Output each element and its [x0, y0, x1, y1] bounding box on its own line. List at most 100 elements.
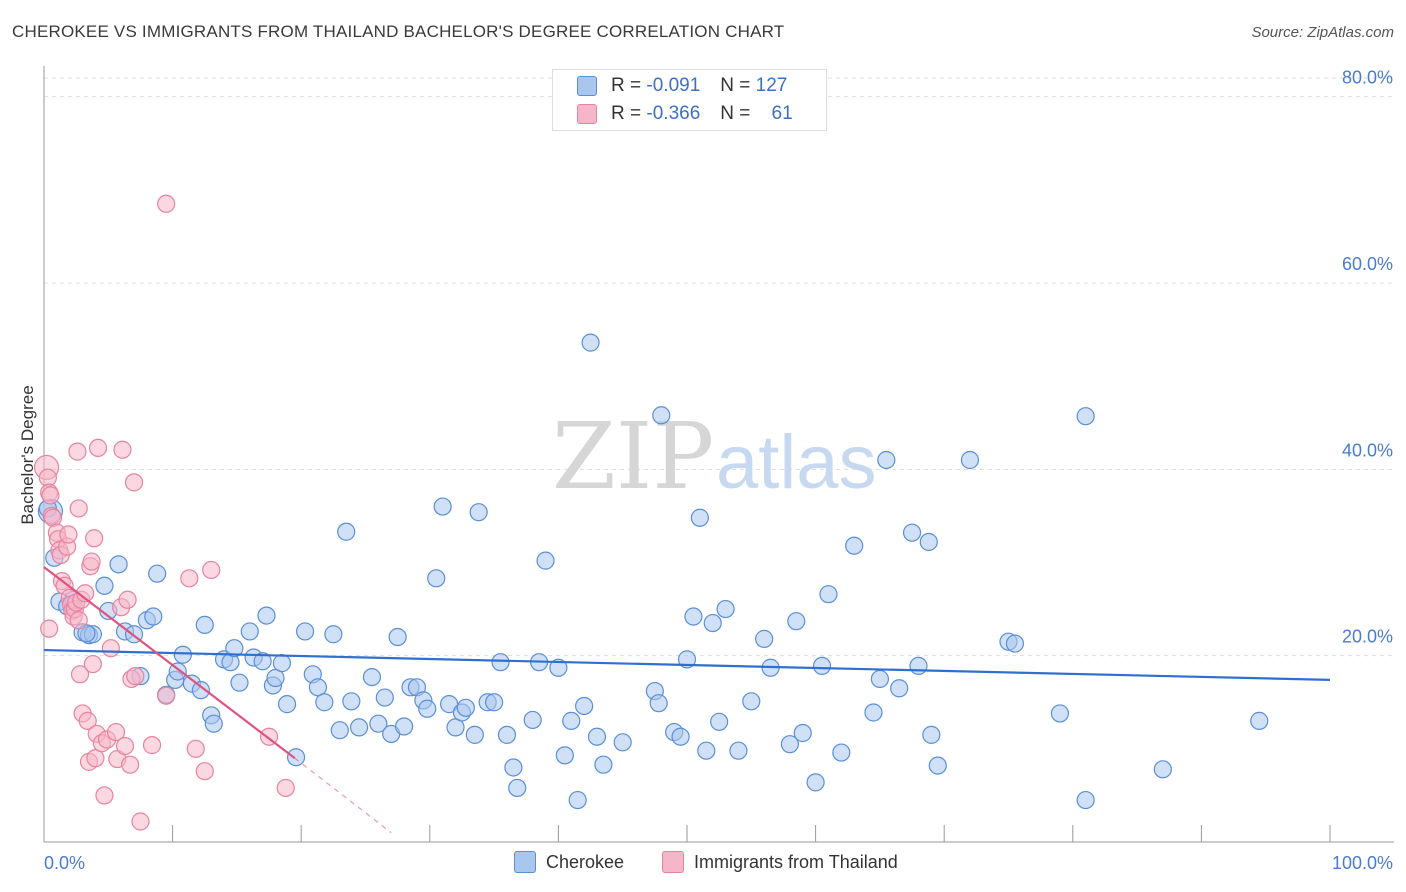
cherokee-point: [295, 622, 315, 641]
thailand-point: [113, 440, 132, 459]
cherokee-point: [960, 450, 980, 470]
cherokee-point: [581, 333, 600, 352]
cherokee-point: [144, 607, 163, 626]
cherokee-point: [324, 625, 343, 644]
legend-n-value: 61: [771, 103, 793, 124]
thailand-point: [68, 442, 87, 461]
thailand-point: [95, 786, 114, 805]
legend-r-value: -0.091: [646, 75, 701, 96]
legend-n-label: N =: [720, 75, 751, 96]
cherokee-point: [485, 693, 504, 712]
cherokee-point: [710, 712, 729, 731]
thailand-point: [106, 722, 126, 742]
thailand-point: [195, 762, 214, 781]
thailand-point: [82, 552, 101, 571]
watermark: ZIP atlas: [552, 403, 877, 510]
thailand-point: [115, 736, 135, 756]
thailand-point: [124, 473, 144, 492]
cherokee-point: [465, 725, 484, 744]
cherokee-point: [684, 607, 703, 626]
thailand-point: [131, 812, 150, 831]
cherokee-point: [342, 692, 361, 711]
thailand-point: [83, 654, 102, 674]
cherokee-point: [427, 569, 446, 588]
cherokee-point: [508, 778, 527, 798]
cherokee-trend-line: [43, 648, 1331, 681]
cherokee-point: [549, 658, 568, 677]
legend-swatch-thailand: [577, 104, 597, 124]
series-legend-thailand: Immigrants from Thailand: [662, 851, 898, 873]
cherokee-point: [204, 714, 223, 733]
thailand-point: [142, 736, 162, 755]
cherokee-point: [173, 645, 192, 664]
thailand-point: [88, 438, 108, 457]
series-legend-cherokee: Cherokee: [514, 851, 624, 873]
legend-row-thailand: R = -0.366 N = 61: [577, 102, 793, 126]
cherokee-point: [877, 450, 896, 470]
thailand-point: [157, 686, 176, 705]
cherokee-point: [148, 564, 167, 583]
thailand-point: [69, 499, 88, 518]
cherokee-point: [469, 503, 488, 522]
tick-label-layer: 20.0% 40.0% 60.0% 80.0% 0.0% 100.0%: [44, 68, 1393, 873]
thailand-point: [41, 486, 60, 505]
cherokee-point: [562, 711, 581, 730]
cherokee-point: [555, 746, 574, 765]
cherokee-point: [456, 698, 475, 717]
points-layer: [33, 194, 1269, 831]
thailand-trend-extension: [294, 757, 392, 834]
thailand-point: [121, 755, 140, 774]
watermark-zip: ZIP: [552, 403, 714, 510]
cherokee-point: [394, 717, 414, 736]
cherokee-point: [362, 667, 382, 687]
legend-n-value: 127: [755, 75, 788, 96]
y-tick-label: 80.0%: [1342, 68, 1393, 88]
thailand-point: [40, 619, 59, 638]
cherokee-point: [922, 725, 941, 744]
thailand-point: [186, 739, 205, 758]
legend-row-cherokee: R = -0.091 N = 127: [577, 74, 787, 98]
thailand-point: [118, 590, 137, 609]
grid-layer: [44, 77, 1394, 657]
cherokee-point: [277, 695, 297, 714]
cherokee-point: [230, 673, 249, 692]
series-label-thailand: Immigrants from Thailand: [694, 851, 898, 872]
cherokee-point: [677, 650, 697, 669]
thailand-point: [69, 611, 88, 630]
cherokee-point: [504, 758, 523, 777]
cherokee-point: [919, 532, 938, 552]
x-tick-label: 100.0%: [1332, 853, 1393, 873]
thailand-point: [43, 508, 63, 527]
thailand-point: [101, 639, 120, 658]
cherokee-point: [1153, 760, 1172, 779]
series-swatch-cherokee: [514, 851, 536, 873]
cherokee-point: [703, 613, 722, 633]
x-tick-label: 0.0%: [44, 853, 85, 873]
thailand-point: [180, 569, 199, 588]
cherokee-point: [864, 703, 883, 722]
y-tick-label: 60.0%: [1342, 254, 1393, 274]
cherokee-point: [832, 743, 851, 762]
cherokee-point: [225, 639, 244, 658]
cherokee-point: [330, 721, 349, 740]
thailand-point: [276, 778, 295, 798]
cherokee-point: [716, 599, 735, 619]
cherokee-point: [587, 727, 607, 746]
thailand-point: [157, 194, 176, 213]
cherokee-point: [845, 536, 864, 555]
cherokee-point: [787, 612, 806, 631]
thailand-point: [59, 525, 78, 544]
cherokee-point: [1250, 711, 1269, 730]
cherokee-point: [742, 692, 761, 711]
legend-swatch-cherokee: [577, 76, 597, 96]
cherokee-point: [337, 522, 356, 541]
legend-r-label: R =: [611, 103, 642, 124]
series-label-cherokee: Cherokee: [546, 851, 625, 872]
series-swatch-thailand: [662, 851, 684, 873]
correlation-legend: R = -0.091 N = 127 R = -0.366 N = 61: [552, 69, 827, 131]
cherokee-point: [812, 656, 832, 676]
cherokee-point: [1076, 407, 1095, 426]
thailand-point: [126, 667, 145, 686]
cherokee-point: [349, 718, 369, 737]
cherokee-point: [793, 723, 812, 743]
